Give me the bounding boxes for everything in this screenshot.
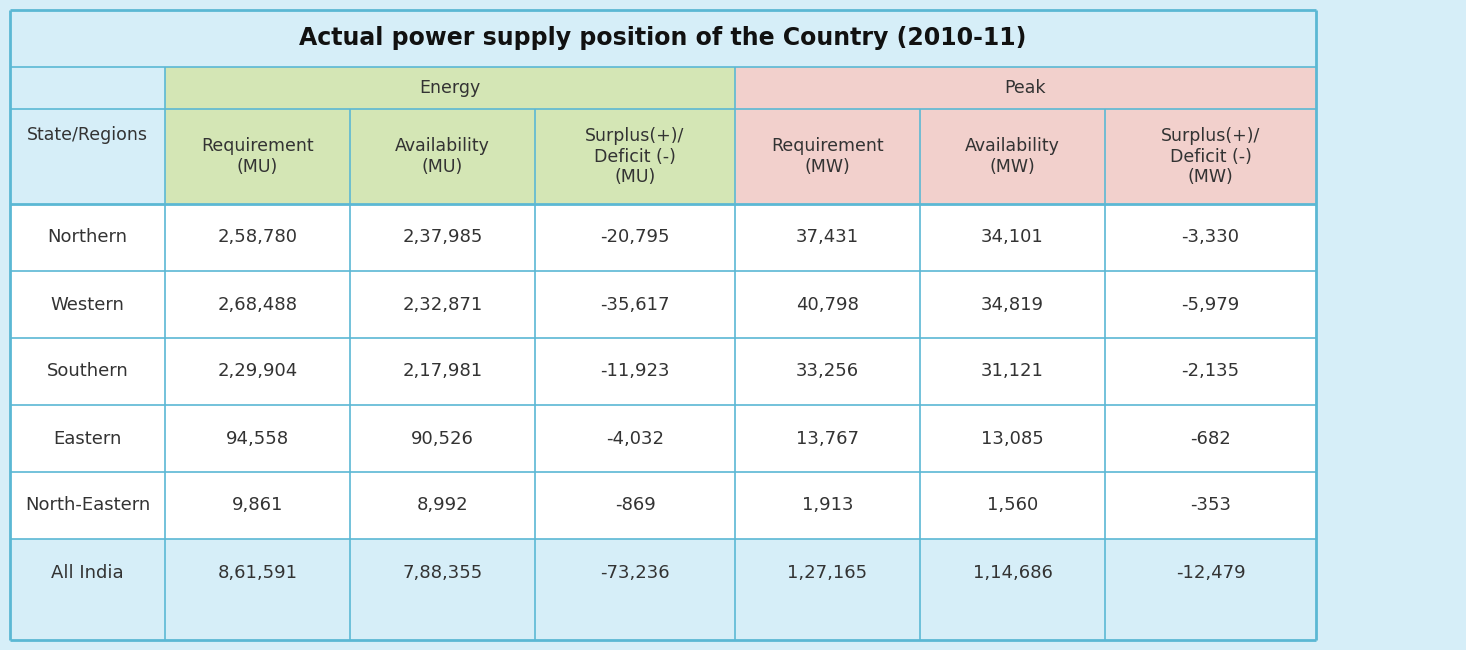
Text: 90,526: 90,526 <box>410 430 474 447</box>
Text: 8,61,591: 8,61,591 <box>217 564 298 582</box>
Text: -869: -869 <box>614 497 655 515</box>
Text: State/Regions: State/Regions <box>26 127 148 144</box>
Text: -11,923: -11,923 <box>600 363 670 380</box>
Text: 34,101: 34,101 <box>981 229 1044 246</box>
Text: -353: -353 <box>1190 497 1231 515</box>
Text: 2,29,904: 2,29,904 <box>217 363 298 380</box>
Text: Requirement
(MU): Requirement (MU) <box>201 137 314 176</box>
Text: -35,617: -35,617 <box>600 296 670 313</box>
Text: Requirement
(MW): Requirement (MW) <box>771 137 884 176</box>
Bar <box>166 67 734 204</box>
Text: 13,085: 13,085 <box>981 430 1044 447</box>
Text: -12,479: -12,479 <box>1176 564 1245 582</box>
Text: Actual power supply position of the Country (2010-11): Actual power supply position of the Coun… <box>299 27 1026 51</box>
Text: 1,14,686: 1,14,686 <box>972 564 1053 582</box>
Text: 13,767: 13,767 <box>796 430 859 447</box>
Text: 37,431: 37,431 <box>796 229 859 246</box>
Text: 9,861: 9,861 <box>232 497 283 515</box>
Text: -3,330: -3,330 <box>1182 229 1239 246</box>
Text: Eastern: Eastern <box>53 430 122 447</box>
Text: 33,256: 33,256 <box>796 363 859 380</box>
Text: 7,88,355: 7,88,355 <box>402 564 482 582</box>
Bar <box>10 271 1316 338</box>
Text: 2,58,780: 2,58,780 <box>217 229 298 246</box>
Text: 94,558: 94,558 <box>226 430 289 447</box>
Text: -4,032: -4,032 <box>605 430 664 447</box>
Text: Surplus(+)/
Deficit (-)
(MU): Surplus(+)/ Deficit (-) (MU) <box>585 127 685 187</box>
Bar <box>734 67 1316 204</box>
Text: 34,819: 34,819 <box>981 296 1044 313</box>
Bar <box>10 539 1316 606</box>
Text: Peak: Peak <box>1004 79 1047 97</box>
Text: Southern: Southern <box>47 363 129 380</box>
Text: 40,798: 40,798 <box>796 296 859 313</box>
Text: 8,992: 8,992 <box>416 497 468 515</box>
Bar <box>10 10 1316 640</box>
Text: 2,32,871: 2,32,871 <box>402 296 482 313</box>
Text: North-Eastern: North-Eastern <box>25 497 150 515</box>
Text: Availability
(MW): Availability (MW) <box>965 137 1060 176</box>
Text: Availability
(MU): Availability (MU) <box>394 137 490 176</box>
Text: Western: Western <box>50 296 125 313</box>
Text: -5,979: -5,979 <box>1182 296 1240 313</box>
Bar <box>10 338 1316 405</box>
Text: Northern: Northern <box>47 229 128 246</box>
Bar <box>10 405 1316 472</box>
Text: 1,560: 1,560 <box>987 497 1038 515</box>
Text: 1,913: 1,913 <box>802 497 853 515</box>
Text: -20,795: -20,795 <box>600 229 670 246</box>
Bar <box>10 472 1316 539</box>
Text: 2,37,985: 2,37,985 <box>402 229 482 246</box>
Text: 2,17,981: 2,17,981 <box>403 363 482 380</box>
Text: Energy: Energy <box>419 79 481 97</box>
Text: All India: All India <box>51 564 123 582</box>
Text: 2,68,488: 2,68,488 <box>217 296 298 313</box>
Bar <box>10 204 1316 271</box>
Text: -2,135: -2,135 <box>1182 363 1240 380</box>
Text: -682: -682 <box>1190 430 1231 447</box>
Text: 31,121: 31,121 <box>981 363 1044 380</box>
Text: -73,236: -73,236 <box>600 564 670 582</box>
Text: 1,27,165: 1,27,165 <box>787 564 868 582</box>
Text: Surplus(+)/
Deficit (-)
(MW): Surplus(+)/ Deficit (-) (MW) <box>1161 127 1261 187</box>
